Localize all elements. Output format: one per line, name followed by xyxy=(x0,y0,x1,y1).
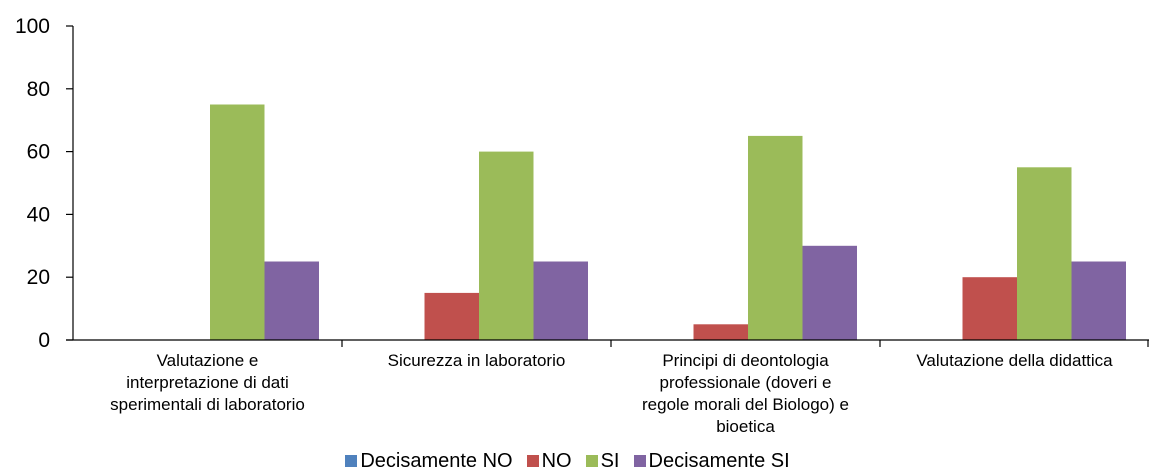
y-tick-label-2: 20 xyxy=(27,266,50,289)
legend-item-3: SI xyxy=(585,450,620,472)
bar-4-2 xyxy=(533,261,588,340)
bar-3-1 xyxy=(210,104,265,340)
bar-3-3 xyxy=(748,135,803,340)
bars-layer xyxy=(210,104,1126,340)
bar-4-3 xyxy=(802,245,857,340)
legend-label-4: Decisamente SI xyxy=(648,450,790,472)
legend-item-2: NO xyxy=(526,450,572,472)
x-category-label-1: Valutazione e interpretazione di dati sper… xyxy=(110,351,305,414)
legend-swatch-1 xyxy=(345,455,358,467)
x-category-label-3: Principi di deontologia professionale (do… xyxy=(642,351,849,436)
y-tick-label-4: 60 xyxy=(27,141,50,164)
legend-swatch-4 xyxy=(633,455,646,467)
y-tick-label-6: 100 xyxy=(15,15,50,38)
legend-label-2: NO xyxy=(541,450,572,472)
bar-3-2 xyxy=(479,151,534,340)
chart-legend: Decisamente NO NO SI Decisamente SI xyxy=(0,450,1149,472)
x-category-label-4: Valutazione della didattica xyxy=(916,351,1113,370)
legend-item-4: Decisamente SI xyxy=(633,450,790,472)
legend-item-1: Decisamente NO xyxy=(345,450,513,472)
bar-2-2 xyxy=(424,292,479,340)
legend-label-1: Decisamente NO xyxy=(360,450,513,472)
bar-2-4 xyxy=(962,277,1017,340)
bar-3-4 xyxy=(1017,167,1072,340)
legend-label-3: SI xyxy=(600,450,620,472)
axes-layer: 0 20 40 60 80 100 Valutazione e interpretazione… xyxy=(15,15,1149,436)
bar-2-3 xyxy=(693,324,748,340)
legend-swatch-3 xyxy=(585,455,598,467)
y-tick-label-3: 40 xyxy=(27,203,50,226)
bar-4-1 xyxy=(264,261,319,340)
bar-4-4 xyxy=(1071,261,1126,340)
y-tick-label-5: 80 xyxy=(27,78,50,101)
y-tick-label-1: 0 xyxy=(38,329,50,352)
legend-swatch-2 xyxy=(526,455,539,467)
x-category-label-2: Sicurezza in laboratorio xyxy=(388,351,566,370)
